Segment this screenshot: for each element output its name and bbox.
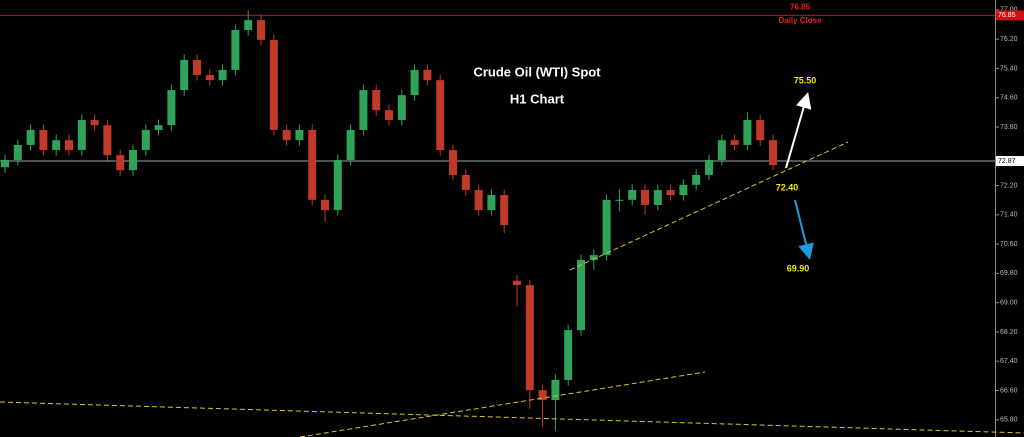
y-tick-label: 77.00 [1000, 7, 1018, 14]
candle-body [513, 280, 521, 286]
y-tick-label: 68.20 [1000, 329, 1018, 336]
candle-body [269, 39, 278, 130]
arrow-up [785, 92, 812, 169]
candle-body [180, 60, 189, 91]
candle-body [129, 150, 137, 171]
price-box-label: 72.87 [998, 158, 1016, 165]
chart-subtitle: H1 Chart [510, 91, 565, 106]
candle-body [231, 30, 240, 70]
candle-body [705, 159, 713, 175]
candle-body [769, 140, 777, 166]
candle-body [730, 140, 739, 145]
candle-body [628, 189, 637, 200]
candle-body [359, 90, 368, 130]
candle-body [193, 60, 201, 76]
y-tick-label: 76.20 [1000, 36, 1018, 43]
candle-body [13, 144, 22, 160]
candle-body [692, 174, 701, 185]
candle-body [756, 120, 765, 141]
y-tick-label: 66.60 [1000, 387, 1018, 394]
candle-body [666, 189, 675, 196]
candle-body [743, 120, 752, 145]
price-box [996, 10, 1024, 21]
candle-body [577, 259, 585, 331]
candle-body [295, 129, 304, 141]
candle-body [385, 110, 393, 121]
y-tick-label: 71.40 [1000, 212, 1018, 219]
candle-body [551, 379, 560, 401]
candle-body [589, 255, 598, 260]
candle-body [103, 125, 112, 156]
y-tick-label: 73.80 [1000, 124, 1018, 131]
candle-body [346, 129, 355, 160]
candle-body [653, 189, 662, 205]
candle-body [615, 199, 624, 201]
candle-body [52, 140, 61, 151]
candle-body [487, 195, 496, 211]
candle-body [141, 129, 150, 151]
candle-body [602, 199, 611, 256]
candle-body [461, 174, 470, 190]
candle-body [244, 20, 253, 31]
candle-body [39, 129, 48, 151]
daily-close-text: Daily Close [778, 16, 822, 25]
candle-body [436, 80, 445, 151]
trendline [569, 141, 849, 271]
y-tick-label: 69.80 [1000, 270, 1018, 277]
candle-body [77, 120, 86, 151]
y-tick-label: 69.00 [1000, 300, 1018, 307]
price-box-label: 76.85 [998, 12, 1016, 19]
chart-title: Crude Oil (WTI) Spot [473, 64, 601, 79]
candle-body [717, 140, 726, 160]
candle-body [500, 195, 509, 226]
y-tick-label: 70.60 [1000, 241, 1018, 248]
candle-body [525, 285, 534, 391]
candle-body [321, 199, 329, 211]
candle-body [90, 120, 99, 126]
trendline [0, 401, 1024, 434]
candle-body [449, 150, 457, 175]
candle-body [333, 159, 342, 211]
candle-body [308, 129, 317, 200]
candle-body [410, 69, 419, 96]
candle-body [538, 390, 547, 401]
candle-body [26, 129, 35, 145]
annotation: 69.90 [787, 263, 810, 273]
y-tick-label: 75.40 [1000, 65, 1018, 72]
candle-body [397, 95, 406, 121]
candle-body [218, 69, 227, 81]
candle-body [679, 184, 688, 196]
annotation: 75.50 [794, 75, 817, 85]
candle-body [205, 75, 214, 81]
candle-body [167, 90, 176, 126]
arrow-down [794, 199, 814, 260]
annotation: 72.40 [776, 182, 799, 192]
plot [0, 10, 995, 431]
candle-body [154, 125, 163, 130]
candle-body [65, 140, 73, 151]
y-tick-label: 74.60 [1000, 95, 1018, 102]
candle-body [1, 159, 9, 168]
candle-body [423, 69, 432, 81]
y-tick-label: 65.80 [1000, 417, 1018, 424]
candle-body [641, 189, 649, 205]
candle-body [474, 189, 483, 211]
candle-body [116, 155, 125, 171]
y-tick-label: 72.20 [1000, 182, 1018, 189]
y-tick-label: 67.40 [1000, 358, 1018, 365]
candle-body [372, 90, 381, 111]
candle-body [257, 20, 265, 40]
candle-body [282, 129, 291, 141]
candle-body [564, 330, 573, 380]
daily-close-value: 76.85 [790, 2, 811, 11]
trendline [299, 371, 706, 437]
price-box [996, 156, 1024, 167]
